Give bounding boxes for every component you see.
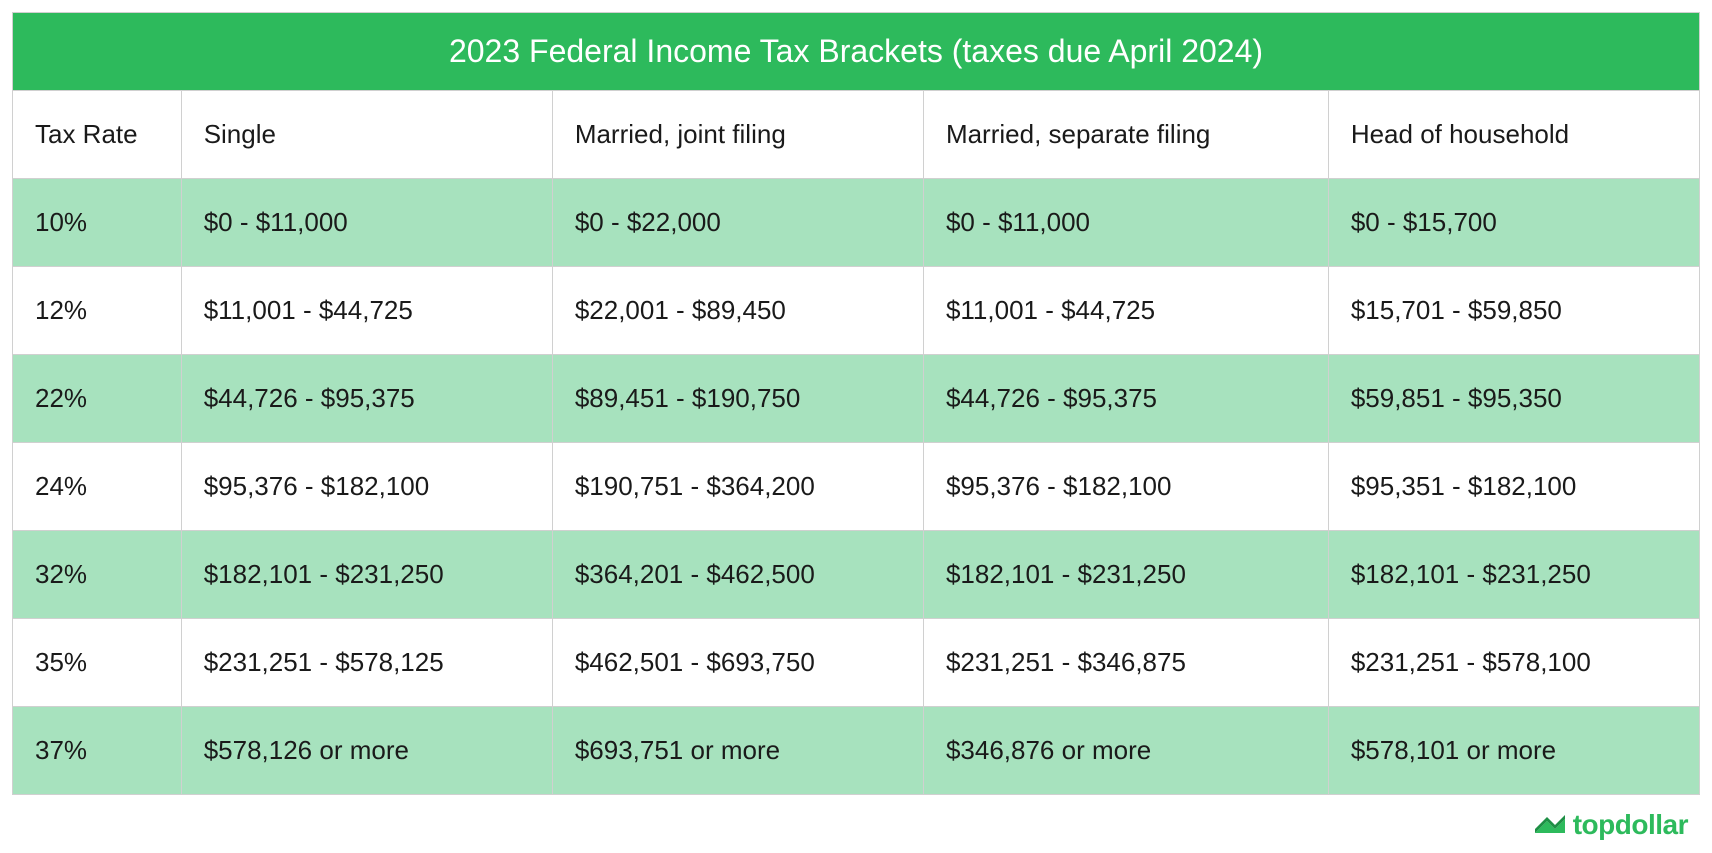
table-row: 22% $44,726 - $95,375 $89,451 - $190,750…	[13, 355, 1700, 443]
table-row: 35% $231,251 - $578,125 $462,501 - $693,…	[13, 619, 1700, 707]
cell-head: $231,251 - $578,100	[1328, 619, 1699, 707]
brand-footer: topdollar	[12, 795, 1700, 841]
cell-head: $0 - $15,700	[1328, 179, 1699, 267]
tax-bracket-table: Tax Rate Single Married, joint filing Ma…	[12, 90, 1700, 795]
cell-joint: $364,201 - $462,500	[552, 531, 923, 619]
table-row: 12% $11,001 - $44,725 $22,001 - $89,450 …	[13, 267, 1700, 355]
cell-separate: $182,101 - $231,250	[923, 531, 1328, 619]
cell-head: $182,101 - $231,250	[1328, 531, 1699, 619]
cell-single: $11,001 - $44,725	[181, 267, 552, 355]
cell-single: $44,726 - $95,375	[181, 355, 552, 443]
cell-joint: $693,751 or more	[552, 707, 923, 795]
col-header-single: Single	[181, 91, 552, 179]
table-title: 2023 Federal Income Tax Brackets (taxes …	[12, 12, 1700, 90]
table-row: 10% $0 - $11,000 $0 - $22,000 $0 - $11,0…	[13, 179, 1700, 267]
cell-rate: 22%	[13, 355, 182, 443]
cell-single: $0 - $11,000	[181, 179, 552, 267]
cell-single: $182,101 - $231,250	[181, 531, 552, 619]
cell-head: $95,351 - $182,100	[1328, 443, 1699, 531]
cell-separate: $0 - $11,000	[923, 179, 1328, 267]
cell-head: $15,701 - $59,850	[1328, 267, 1699, 355]
cell-joint: $89,451 - $190,750	[552, 355, 923, 443]
cell-joint: $0 - $22,000	[552, 179, 923, 267]
cell-joint: $462,501 - $693,750	[552, 619, 923, 707]
cell-joint: $22,001 - $89,450	[552, 267, 923, 355]
cell-separate: $44,726 - $95,375	[923, 355, 1328, 443]
table-row: 37% $578,126 or more $693,751 or more $3…	[13, 707, 1700, 795]
cell-separate: $346,876 or more	[923, 707, 1328, 795]
table-row: 32% $182,101 - $231,250 $364,201 - $462,…	[13, 531, 1700, 619]
cell-single: $231,251 - $578,125	[181, 619, 552, 707]
brand-name: topdollar	[1573, 809, 1688, 841]
col-header-joint: Married, joint filing	[552, 91, 923, 179]
cell-separate: $11,001 - $44,725	[923, 267, 1328, 355]
tax-bracket-table-container: 2023 Federal Income Tax Brackets (taxes …	[12, 12, 1700, 795]
table-row: 24% $95,376 - $182,100 $190,751 - $364,2…	[13, 443, 1700, 531]
cell-separate: $231,251 - $346,875	[923, 619, 1328, 707]
cell-rate: 12%	[13, 267, 182, 355]
col-header-rate: Tax Rate	[13, 91, 182, 179]
cell-head: $578,101 or more	[1328, 707, 1699, 795]
cell-rate: 35%	[13, 619, 182, 707]
cell-single: $578,126 or more	[181, 707, 552, 795]
cell-rate: 10%	[13, 179, 182, 267]
cell-single: $95,376 - $182,100	[181, 443, 552, 531]
topdollar-logo-icon	[1531, 811, 1567, 839]
cell-joint: $190,751 - $364,200	[552, 443, 923, 531]
cell-rate: 32%	[13, 531, 182, 619]
col-header-separate: Married, separate filing	[923, 91, 1328, 179]
cell-rate: 37%	[13, 707, 182, 795]
cell-rate: 24%	[13, 443, 182, 531]
cell-head: $59,851 - $95,350	[1328, 355, 1699, 443]
col-header-head: Head of household	[1328, 91, 1699, 179]
cell-separate: $95,376 - $182,100	[923, 443, 1328, 531]
table-header-row: Tax Rate Single Married, joint filing Ma…	[13, 91, 1700, 179]
